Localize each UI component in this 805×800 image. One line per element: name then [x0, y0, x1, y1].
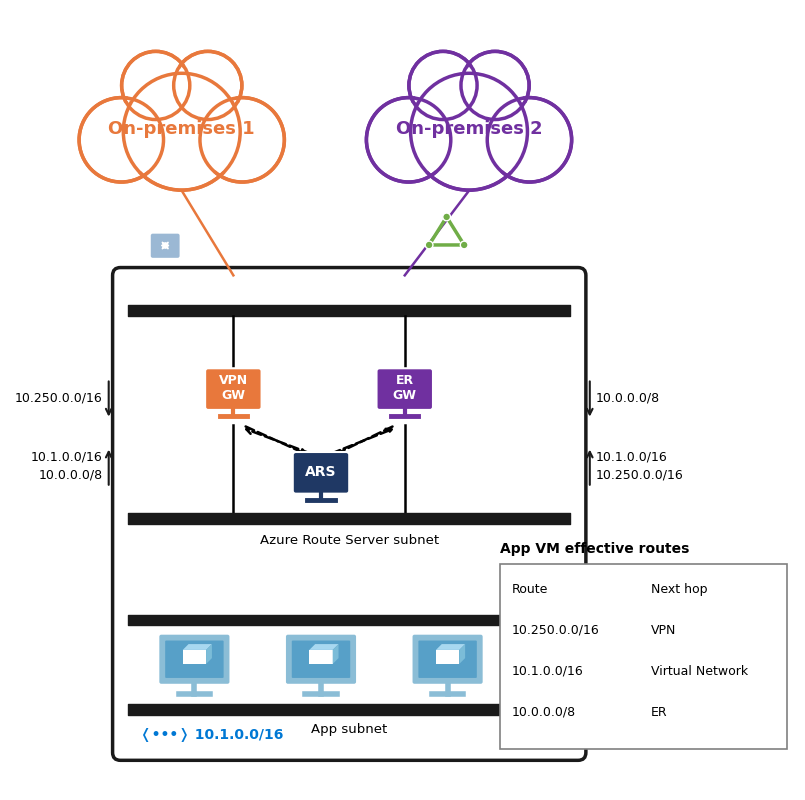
Polygon shape [309, 650, 332, 664]
Circle shape [425, 241, 433, 249]
Circle shape [418, 80, 521, 183]
FancyBboxPatch shape [293, 452, 349, 494]
Polygon shape [436, 650, 460, 664]
FancyBboxPatch shape [286, 634, 356, 684]
Polygon shape [183, 644, 212, 650]
Circle shape [493, 102, 567, 177]
Circle shape [366, 98, 451, 182]
FancyBboxPatch shape [412, 634, 483, 684]
Circle shape [123, 74, 240, 190]
FancyBboxPatch shape [165, 641, 224, 678]
Text: 10.250.0.0/16: 10.250.0.0/16 [512, 624, 600, 637]
Text: On-premises 2: On-premises 2 [396, 120, 543, 138]
Text: Azure Route Server subnet: Azure Route Server subnet [260, 534, 439, 547]
Circle shape [413, 55, 473, 115]
FancyBboxPatch shape [151, 234, 180, 258]
FancyBboxPatch shape [291, 641, 350, 678]
Circle shape [443, 213, 451, 221]
Text: Route: Route [512, 583, 548, 596]
Text: Virtual Network: Virtual Network [651, 665, 749, 678]
FancyBboxPatch shape [159, 634, 229, 684]
Circle shape [85, 102, 159, 177]
Text: On-premises 1: On-premises 1 [109, 120, 255, 138]
Circle shape [487, 98, 572, 182]
FancyBboxPatch shape [377, 368, 433, 410]
Circle shape [465, 55, 525, 115]
Circle shape [460, 241, 468, 249]
FancyBboxPatch shape [500, 564, 787, 749]
Text: 10.250.0.0/16: 10.250.0.0/16 [15, 391, 103, 405]
Polygon shape [309, 644, 339, 650]
Text: App VM effective routes: App VM effective routes [500, 542, 690, 556]
FancyBboxPatch shape [419, 641, 477, 678]
Circle shape [200, 98, 284, 182]
Text: 10.1.0.0/16: 10.1.0.0/16 [512, 665, 584, 678]
Circle shape [130, 80, 233, 183]
FancyBboxPatch shape [205, 368, 262, 410]
Circle shape [409, 51, 477, 119]
Circle shape [126, 55, 186, 115]
Circle shape [205, 102, 279, 177]
Text: VPN
GW: VPN GW [219, 374, 248, 402]
Circle shape [178, 55, 237, 115]
Polygon shape [206, 644, 212, 664]
Text: 10.1.0.0/16
10.250.0.0/16: 10.1.0.0/16 10.250.0.0/16 [596, 450, 683, 482]
Text: VPN: VPN [651, 624, 676, 637]
Circle shape [371, 102, 446, 177]
Polygon shape [436, 644, 465, 650]
FancyBboxPatch shape [113, 267, 586, 760]
Circle shape [461, 51, 529, 119]
Text: ❬•••❭ 10.1.0.0/16: ❬•••❭ 10.1.0.0/16 [140, 728, 283, 742]
Text: ARS: ARS [305, 465, 336, 479]
Text: 10.0.0.0/8: 10.0.0.0/8 [512, 706, 576, 718]
Polygon shape [332, 644, 339, 664]
Text: App subnet: App subnet [311, 723, 387, 736]
Text: 10.1.0.0/16
10.0.0.0/8: 10.1.0.0/16 10.0.0.0/8 [31, 450, 103, 482]
Circle shape [174, 51, 242, 119]
Text: 10.0.0.0/8: 10.0.0.0/8 [596, 391, 660, 405]
Circle shape [79, 98, 163, 182]
Polygon shape [183, 650, 206, 664]
Text: Next hop: Next hop [651, 583, 708, 596]
Circle shape [122, 51, 190, 119]
Polygon shape [460, 644, 465, 664]
Text: ER: ER [651, 706, 668, 718]
Circle shape [411, 74, 527, 190]
Text: ER
GW: ER GW [393, 374, 417, 402]
